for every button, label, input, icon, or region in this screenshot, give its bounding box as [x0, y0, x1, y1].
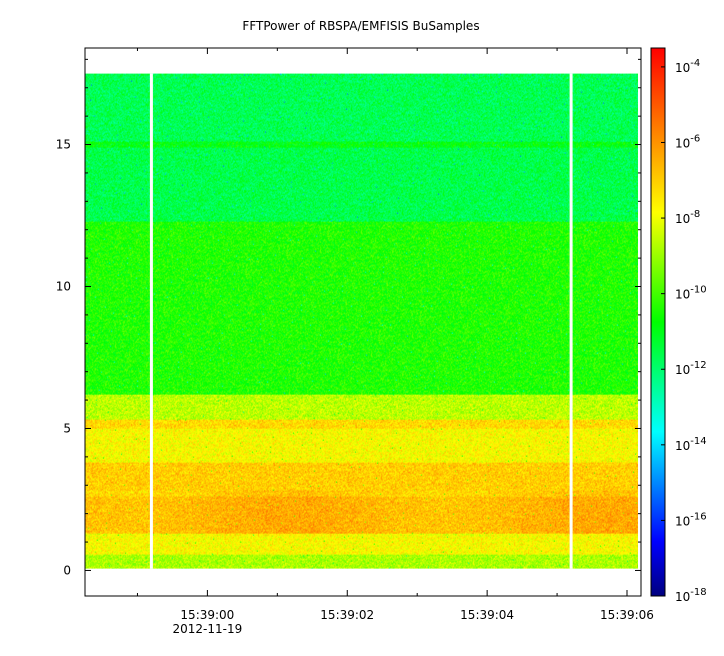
colorbar-tick-label: 10-14: [675, 436, 707, 453]
x-tick-label: 15:39:00: [180, 608, 234, 622]
colorbar-tick-label: 10-10: [675, 285, 707, 302]
x-tick-date-label: 2012-11-19: [173, 622, 243, 636]
y-axis: 0 5 10 15: [56, 58, 641, 577]
y-tick-label: 15: [56, 138, 71, 152]
colorbar-ticks: 10-4 10-6 10-8 10-10 10-12 10-14 10-16 10-18: [661, 58, 707, 604]
data-gap-0: [149, 73, 153, 569]
colorbar-tick-label: 10-16: [675, 511, 707, 528]
colorbar-tick-label: 10-8: [675, 209, 700, 226]
colorbar-tick-label: 10-6: [675, 133, 700, 150]
data-gaps: [149, 73, 573, 569]
plot-frame: [84, 47, 642, 597]
x-tick-label: 15:39:02: [320, 608, 374, 622]
data-gap-1: [569, 73, 573, 569]
colorbar-scale: [650, 47, 666, 597]
x-tick-label: 15:39:06: [600, 608, 654, 622]
colorbar-tick-label: 10-4: [675, 58, 700, 75]
x-tick-label: 15:39:04: [460, 608, 514, 622]
chart-title: FFTPower of RBSPA/EMFISIS BuSamples: [242, 19, 479, 33]
y-tick-label: 5: [63, 421, 71, 435]
colorbar: 10-4 10-6 10-8 10-10 10-12 10-14 10-16 10-18: [650, 47, 707, 604]
spectrogram-image: [85, 73, 638, 569]
colorbar-tick-label: 10-12: [675, 360, 707, 377]
y-tick-label: 0: [63, 563, 71, 577]
colorbar-tick-label: 10-18: [675, 587, 707, 604]
y-tick-label: 10: [56, 280, 71, 294]
